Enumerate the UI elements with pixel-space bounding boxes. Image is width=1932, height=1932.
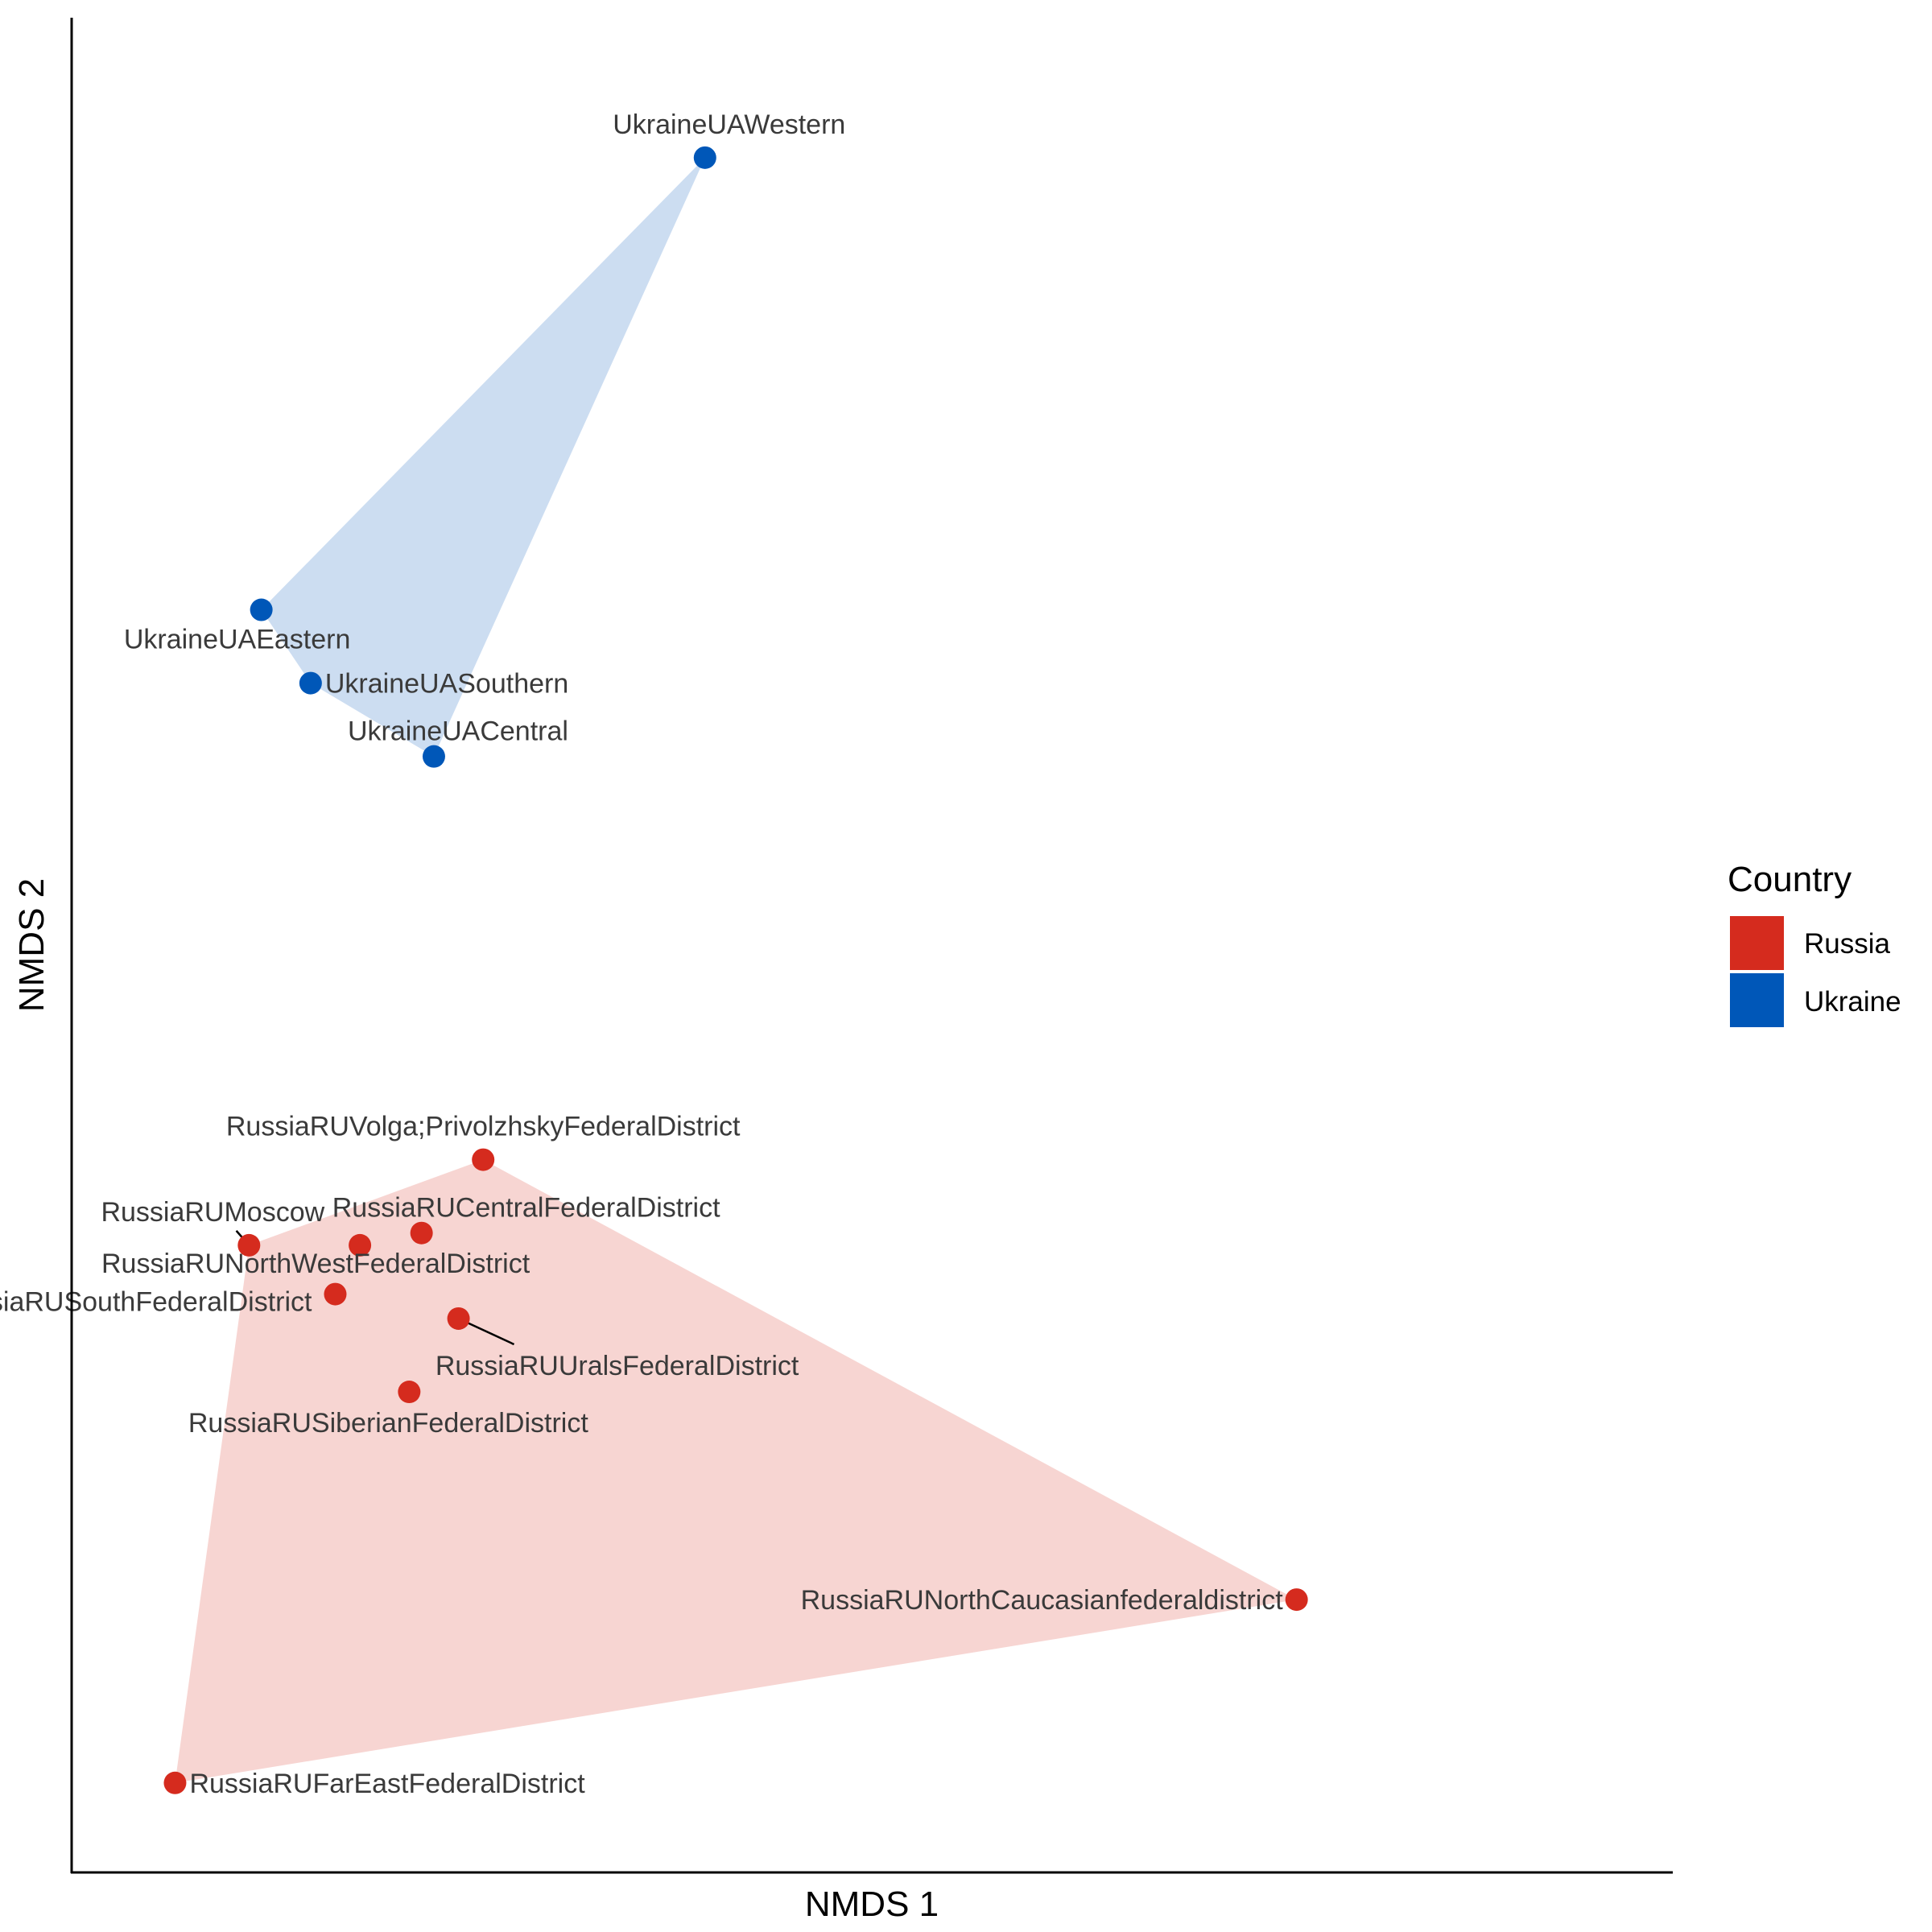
point-russiarunorthwestfederaldistrict	[349, 1233, 372, 1257]
legend-swatch-ukraine	[1730, 973, 1784, 1027]
point-russiarucentralfederaldistrict	[410, 1221, 433, 1245]
x-axis-title: NMDS 1	[805, 1885, 939, 1924]
point-ukraineuawestern	[693, 146, 716, 169]
label-ukraineuaeastern: UkraineUAEastern	[124, 625, 351, 655]
legend-label-russia: Russia	[1804, 928, 1891, 960]
point-ukraineuacentral	[422, 745, 445, 768]
point-ukraineuasouthern	[299, 671, 322, 695]
point-ukraineuaeastern	[250, 598, 273, 621]
point-russiarusiberianfederaldistrict	[398, 1381, 421, 1404]
country-hulls	[175, 157, 1297, 1783]
hull-ukraine	[261, 157, 705, 757]
point-russiarunorthcaucasianfederaldistrict	[1285, 1588, 1308, 1612]
point-russiaruvolga-privolzhskyfederaldistrict	[472, 1148, 495, 1171]
point-russiaruuralsfederaldistrict	[447, 1307, 470, 1330]
label-russiarucentralfederaldistrict: RussiaRUCentralFederalDistrict	[332, 1193, 720, 1224]
label-ukraineuacentral: UkraineUACentral	[348, 716, 568, 747]
legend-label-ukraine: Ukraine	[1804, 986, 1901, 1018]
label-russiaruuralsfederaldistrict: RussiaRUUralsFederalDistrict	[436, 1351, 799, 1381]
legend-swatch-russia	[1730, 916, 1784, 970]
label-russiarunorthwestfederaldistrict: RussiaRUNorthWestFederalDistrict	[101, 1249, 530, 1279]
point-russiarufareastfederaldistrict	[163, 1771, 187, 1794]
label-ukraineuawestern: UkraineUAWestern	[613, 109, 845, 140]
label-russiaruvolga-privolzhskyfederaldistrict: RussiaRUVolga;PrivolzhskyFederalDistrict	[226, 1112, 741, 1142]
point-russiarusouthfederaldistrict	[324, 1282, 347, 1306]
point-labels: RussiaRUVolga;PrivolzhskyFederalDistrict…	[0, 109, 1283, 1799]
y-axis-title: NMDS 2	[12, 878, 52, 1012]
label-ukraineuasouthern: UkraineUASouthern	[325, 669, 568, 700]
point-russiarumoscow	[237, 1233, 261, 1257]
label-russiarufareastfederaldistrict: RussiaRUFarEastFederalDistrict	[189, 1769, 585, 1799]
data-points	[163, 146, 1308, 1794]
legend: Country Russia Ukraine	[1728, 860, 1901, 1027]
label-russiarusiberianfederaldistrict: RussiaRUSiberianFederalDistrict	[188, 1408, 588, 1439]
label-russiarumoscow: RussiaRUMoscow	[101, 1197, 324, 1228]
label-russiarusouthfederaldistrict: RussiaRUSouthFederalDistrict	[0, 1287, 312, 1318]
legend-title: Country	[1728, 860, 1852, 899]
label-russiarunorthcaucasianfederaldistrict: RussiaRUNorthCaucasianfederaldistrict	[801, 1585, 1284, 1616]
